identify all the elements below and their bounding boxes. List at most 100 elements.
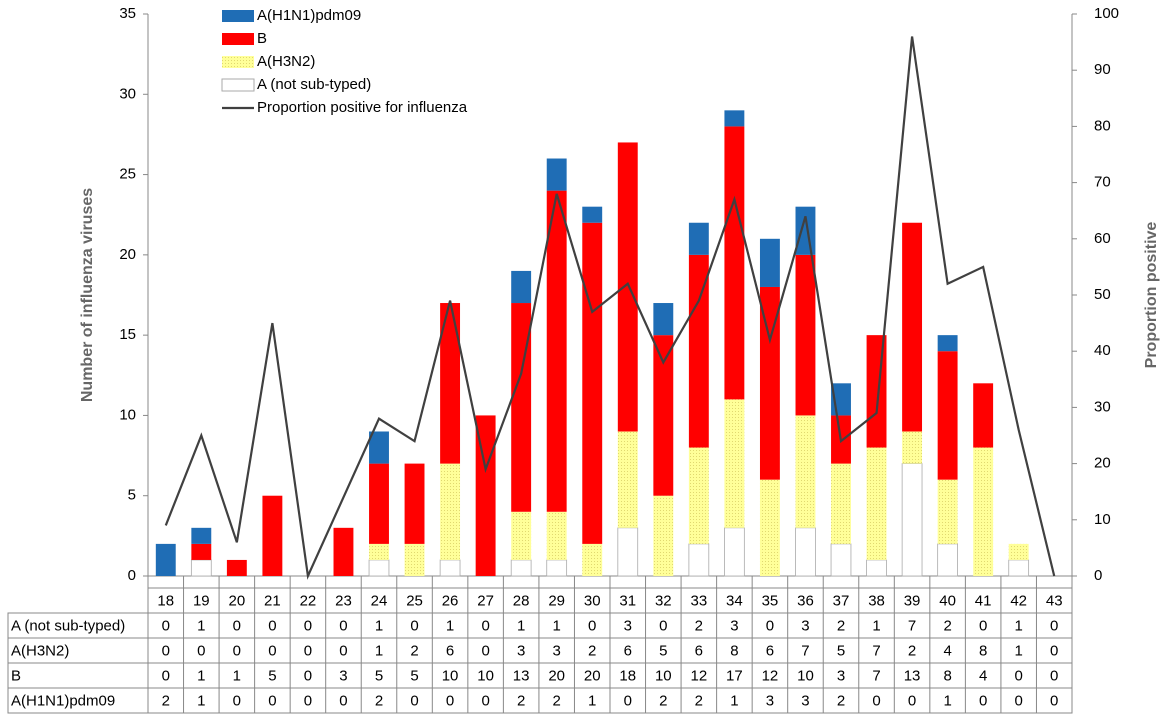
bar-segment bbox=[546, 190, 567, 512]
x-tick-label: 36 bbox=[797, 592, 814, 609]
table-cell: 1 bbox=[446, 617, 454, 634]
bar-segment bbox=[973, 383, 994, 448]
bar-segment bbox=[440, 463, 461, 560]
table-cell: 0 bbox=[268, 642, 276, 659]
bar-segment bbox=[617, 142, 638, 432]
bar-segment bbox=[653, 335, 674, 496]
table-cell: 8 bbox=[979, 642, 987, 659]
table-cell: 0 bbox=[233, 642, 241, 659]
table-cell: 0 bbox=[588, 617, 596, 634]
bar-segment bbox=[724, 126, 745, 400]
table-cell: 2 bbox=[943, 617, 951, 634]
table-cell: 2 bbox=[517, 692, 525, 709]
table-cell: 2 bbox=[553, 692, 561, 709]
x-tick-label: 41 bbox=[975, 592, 992, 609]
bar-segment bbox=[937, 543, 958, 577]
legend-label: A(H1N1)pdm09 bbox=[257, 7, 361, 24]
x-tick-label: 37 bbox=[833, 592, 850, 609]
y2-tick-label: 60 bbox=[1094, 230, 1111, 247]
bar-segment bbox=[724, 527, 745, 577]
bar-segment bbox=[724, 399, 745, 528]
table-cell: 0 bbox=[339, 642, 347, 659]
table-cell: 0 bbox=[197, 642, 205, 659]
y-tick-label: 25 bbox=[119, 166, 136, 183]
legend-label: A(H3N2) bbox=[257, 53, 315, 70]
x-tick-label: 38 bbox=[868, 592, 885, 609]
bar-segment bbox=[795, 415, 816, 528]
legend-label: A (not sub-typed) bbox=[257, 76, 371, 93]
bar-segment bbox=[617, 431, 638, 528]
table-cell: 2 bbox=[659, 692, 667, 709]
bar-segment bbox=[688, 543, 710, 577]
bar-segment bbox=[831, 463, 851, 544]
table-cell: 0 bbox=[872, 692, 880, 709]
table-cell: 0 bbox=[624, 692, 632, 709]
table-cell: 3 bbox=[837, 667, 845, 684]
line-series bbox=[164, 36, 1056, 580]
bar-segment bbox=[759, 479, 780, 576]
table-cell: 10 bbox=[477, 667, 494, 684]
bar-segment bbox=[688, 447, 709, 544]
table-cell: 0 bbox=[304, 617, 312, 634]
table-cell: 5 bbox=[268, 667, 276, 684]
table-cell: 5 bbox=[659, 642, 667, 659]
x-tick-label: 24 bbox=[371, 592, 388, 609]
table-cell: 2 bbox=[162, 692, 170, 709]
table-cell: 2 bbox=[375, 692, 383, 709]
table-cell: 5 bbox=[837, 642, 845, 659]
table-cell: 1 bbox=[730, 692, 738, 709]
bar-segment bbox=[866, 335, 887, 448]
x-tick-label: 42 bbox=[1010, 592, 1027, 609]
table-cell: 0 bbox=[339, 617, 347, 634]
bar-segment bbox=[1008, 543, 1029, 560]
table-cell: 0 bbox=[410, 617, 418, 634]
y2-tick-label: 30 bbox=[1094, 398, 1111, 415]
bar-segment bbox=[795, 254, 816, 416]
table-cell: 8 bbox=[943, 667, 951, 684]
table-cell: 10 bbox=[442, 667, 459, 684]
table-cell: 4 bbox=[943, 642, 951, 659]
table-cell: 0 bbox=[1050, 667, 1058, 684]
x-tick-label: 19 bbox=[193, 592, 210, 609]
table-cell: 3 bbox=[339, 667, 347, 684]
bar-segment bbox=[511, 270, 532, 304]
table-cell: 2 bbox=[588, 642, 596, 659]
table-cell: 0 bbox=[410, 692, 418, 709]
bar-segment bbox=[937, 335, 958, 352]
table-cell: 7 bbox=[908, 617, 916, 634]
bar-segment bbox=[511, 303, 532, 512]
table-cell: 0 bbox=[268, 617, 276, 634]
table-cell: 0 bbox=[304, 692, 312, 709]
x-tick-label: 34 bbox=[726, 592, 743, 609]
legend-label: Proportion positive for influenza bbox=[257, 99, 468, 116]
table-cell: 1 bbox=[233, 667, 241, 684]
y2-tick-label: 80 bbox=[1094, 117, 1111, 134]
x-tick-label: 26 bbox=[442, 592, 459, 609]
y2-tick-label: 70 bbox=[1094, 174, 1111, 191]
table-cell: 0 bbox=[659, 617, 667, 634]
y2-tick-label: 40 bbox=[1094, 342, 1111, 359]
table-cell: 1 bbox=[1015, 642, 1023, 659]
table-cell: 13 bbox=[513, 667, 530, 684]
bar-segment bbox=[973, 447, 994, 576]
x-tick-label: 28 bbox=[513, 592, 530, 609]
table-cell: 3 bbox=[517, 642, 525, 659]
bar-segment bbox=[795, 527, 816, 577]
table-cell: 2 bbox=[410, 642, 418, 659]
bar-segment bbox=[190, 559, 212, 577]
table-cell: 3 bbox=[553, 642, 561, 659]
x-tick-label: 31 bbox=[619, 592, 636, 609]
x-tick-label: 39 bbox=[904, 592, 921, 609]
bar-segment bbox=[404, 463, 425, 544]
bar-segment bbox=[582, 222, 603, 544]
table-row-label: B bbox=[11, 667, 21, 684]
table-row-label: A(H3N2) bbox=[11, 642, 69, 659]
table-cell: 3 bbox=[801, 692, 809, 709]
y2-tick-label: 90 bbox=[1094, 61, 1111, 78]
bar-segment bbox=[546, 158, 567, 191]
table-cell: 0 bbox=[481, 642, 489, 659]
table-cell: 0 bbox=[979, 692, 987, 709]
bar-segment bbox=[262, 495, 283, 576]
table-cell: 0 bbox=[233, 617, 241, 634]
